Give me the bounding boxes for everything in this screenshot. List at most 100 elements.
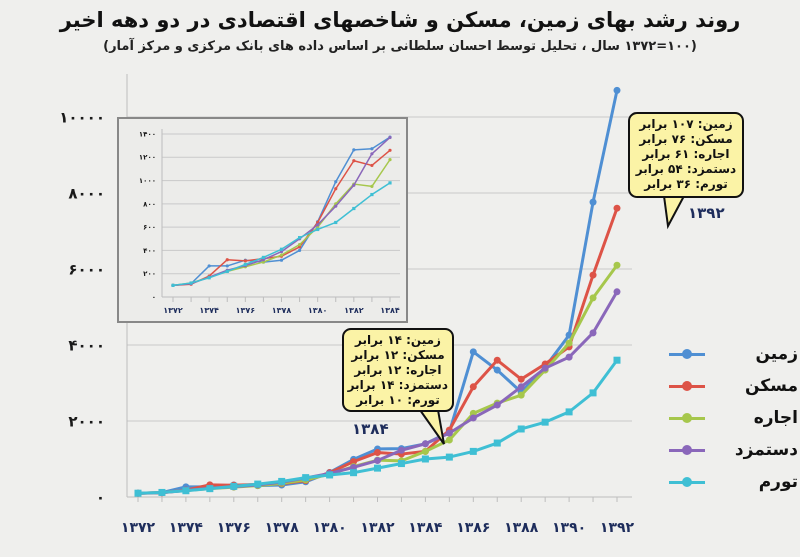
data-point: [326, 471, 334, 479]
x-tick-label: ۱۳۸۰: [313, 520, 347, 536]
data-point: [541, 418, 549, 426]
data-point: [493, 439, 501, 447]
data-point: [421, 447, 429, 455]
inset-plot: ۰ ۲۰۰ ۴۰۰ ۶۰۰ ۸۰۰ ۱۰۰۰ ۱۲۰۰ ۱۴۰۰ ۱۳۷۲ ۱۳۷۴ ۱۳۷۶ ۱۳۷…: [139, 129, 400, 315]
data-point: [469, 348, 477, 356]
y-tick-label: ۶۰۰۰: [68, 260, 105, 278]
x-tick-label: ۱۳۷۸: [265, 520, 300, 536]
legend-label: زمین: [755, 344, 798, 364]
callout-line: مسکن: ۷۶ برابر: [639, 132, 733, 146]
data-point: [279, 247, 284, 251]
data-point: [225, 258, 229, 262]
x-tick-label: ۱۳۸۸: [504, 520, 539, 536]
data-point: [350, 469, 358, 477]
x-tick-label: ۱۳۹۲: [600, 520, 635, 536]
callout-line: زمین: ۱۴ برابر: [355, 333, 441, 347]
data-point: [182, 487, 190, 495]
data-point: [445, 436, 453, 444]
data-point: [350, 463, 358, 471]
y-tick-label: ۶۰۰: [143, 224, 156, 232]
data-point: [589, 271, 597, 279]
data-point: [316, 227, 320, 232]
legend: زمین مسکن اجاره دستمزد تورم: [648, 338, 798, 498]
data-point: [613, 86, 621, 94]
data-point: [613, 356, 621, 364]
legend-swatch: [669, 475, 705, 489]
x-tick-label: ۱۳۸۰: [308, 306, 328, 315]
data-point: [374, 449, 381, 457]
data-point: [613, 288, 621, 296]
callout-1392: زمین: ۱۰۷ برابر مسکن: ۷۶ برابر اجاره: ۶۱…: [628, 112, 744, 198]
data-point: [334, 180, 338, 184]
x-tick-label: ۱۳۷۴: [169, 520, 204, 536]
legend-swatch: [669, 379, 705, 393]
legend-label: تورم: [758, 472, 798, 492]
data-point: [388, 148, 392, 152]
data-point: [261, 255, 266, 260]
y-tick-label: ۱۴۰۰: [139, 130, 156, 138]
data-point: [469, 414, 477, 422]
data-point: [589, 198, 597, 206]
legend-label: دستمزد: [734, 440, 798, 460]
y-tick-label: ۱۲۰۰: [139, 154, 156, 162]
data-point: [565, 339, 573, 347]
data-point: [517, 425, 525, 433]
data-point: [206, 485, 214, 493]
inset-frame: [117, 117, 408, 323]
data-point: [589, 389, 597, 397]
y-tick-label: ۲۰۰۰: [68, 412, 105, 430]
data-point: [334, 204, 338, 208]
chart-subtitle: (۱۰۰=۱۳۷۲ سال ، تحلیل توسط احسان سلطانی …: [103, 39, 697, 54]
data-point: [613, 261, 621, 269]
x-tick-label: ۱۳۷۶: [236, 306, 256, 315]
data-point: [316, 223, 320, 227]
data-point: [374, 464, 381, 472]
x-tick-label: ۱۳۸۴: [380, 306, 400, 315]
data-point: [374, 457, 381, 465]
data-point: [334, 220, 338, 225]
y-tick-label: ۱۰۰۰۰: [59, 108, 105, 126]
data-point: [517, 391, 525, 399]
data-point: [589, 329, 597, 337]
x-tick-label: ۱۳۷۸: [272, 306, 292, 315]
callout-line: دستمزد: ۵۴ برابر: [635, 162, 737, 176]
data-point: [370, 147, 374, 151]
callout-line: اجاره: ۶۱ برابر: [642, 147, 730, 161]
data-point: [517, 383, 525, 391]
y-tick-label: ۱۰۰۰: [139, 177, 156, 185]
data-point: [589, 294, 597, 302]
data-point: [493, 356, 501, 364]
data-point: [334, 187, 338, 191]
data-point: [541, 364, 549, 372]
callout-line: زمین: ۱۰۷ برابر: [639, 117, 733, 131]
legend-item-housing: مسکن: [648, 370, 798, 402]
x-tick-label: ۱۳۷۲: [163, 306, 183, 315]
y-tick-label: ۰: [96, 488, 105, 506]
chart-title: روند رشد بهای زمین، مسکن و شاخصهای اقتصا…: [59, 8, 741, 32]
callout-line: تورم: ۳۶ برابر: [644, 177, 728, 191]
y-tick-label: ۸۰۰: [143, 200, 156, 208]
data-point: [278, 477, 286, 485]
data-point: [189, 281, 193, 285]
data-point: [469, 383, 477, 391]
data-point: [158, 488, 166, 496]
data-point: [370, 192, 374, 197]
data-point: [493, 401, 501, 409]
callout-year-1384: ۱۳۸۴: [352, 420, 389, 438]
data-point: [297, 236, 302, 240]
x-tick-label: ۱۳۷۶: [217, 520, 251, 536]
callout-year-1392: ۱۳۹۲: [688, 204, 725, 222]
data-point: [352, 159, 356, 163]
data-point: [388, 158, 392, 162]
data-point: [397, 460, 405, 468]
x-tick-label: ۱۳۸۶: [456, 520, 490, 536]
data-point: [517, 375, 525, 383]
data-point: [230, 482, 238, 490]
x-tick-label: ۱۳۸۲: [344, 306, 364, 315]
y-tick-label: ۸۰۰۰: [68, 184, 105, 202]
x-tick-label: ۱۳۹۰: [552, 520, 586, 536]
data-point: [350, 458, 358, 466]
data-point: [207, 264, 211, 268]
data-point: [297, 243, 302, 247]
